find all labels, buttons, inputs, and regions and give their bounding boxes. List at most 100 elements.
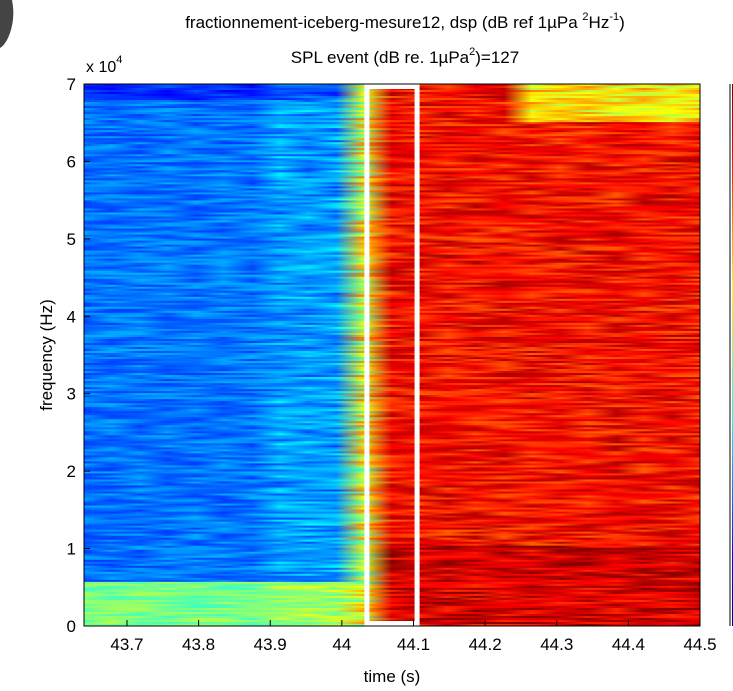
spectrogram-row [84,140,700,143]
spectrogram-row [84,547,700,551]
spectrogram-row [84,479,700,483]
spectrogram-row [84,294,700,298]
spectrogram-row [84,148,700,151]
spectrogram-row [84,381,700,384]
spectrogram-row [84,206,700,210]
spectrogram-row [84,202,700,206]
spectrogram-row [84,463,700,467]
spectrogram-row [84,441,700,444]
x-tick-label: 44.1 [397,635,430,654]
spectrogram-row [84,397,700,400]
spectrogram-row [84,108,700,111]
spectrogram-row [84,320,700,324]
spectrogram-row [84,346,700,350]
spectrogram-row [84,226,700,230]
spectrogram-row [84,407,700,410]
spectrogram-row [84,369,700,372]
spectrogram-row [84,443,700,446]
spectrogram-row [84,170,700,173]
x-axis: 43.7 43.8 43.9 44 44.1 44.2 44.3 44.4 44.5 [110,620,717,654]
spectrogram-row [84,489,700,493]
spectrogram-row [84,389,700,392]
spectrogram-row [84,254,700,258]
spectrogram-row [84,375,700,378]
spectrogram-row [84,359,700,362]
spectrogram-row [84,601,700,605]
spectrogram-row [84,120,700,123]
spectrogram-row [84,449,700,452]
spectrogram-row [84,116,700,119]
spectrogram-row [84,252,700,256]
spectrogram-row [84,355,700,358]
spectrogram-row [84,246,700,250]
spectrogram-row [84,423,700,426]
spectrogram-row [84,212,700,216]
spectrogram-row [84,274,700,278]
spectrogram-plot-area [84,84,700,626]
x-tick-label: 43.7 [110,635,143,654]
spectrogram-row [84,439,700,442]
spectrogram-row [84,527,700,531]
spectrogram-row [84,481,700,485]
spectrogram-row [84,401,700,404]
spectrogram-row [84,469,700,473]
spectrogram-row [84,174,700,177]
event-highlight-box [364,84,420,626]
spectrogram-row [84,248,700,252]
spectrogram-row [84,326,700,330]
spectrogram-row [84,461,700,464]
spectrogram-row [84,338,700,342]
y-tick-label: 4 [67,307,76,326]
spectrogram-row [84,296,700,300]
spectrogram-row [84,240,700,244]
spectrogram-row [84,425,700,428]
spectrogram-row [84,493,700,497]
spectrogram-row [84,517,700,521]
spectrogram-row [84,451,700,454]
spectrogram-row [84,383,700,386]
x-tick-label: 44.3 [540,635,573,654]
spectrogram-row [84,605,700,609]
spectrogram-row [84,557,700,561]
spectrogram-row [84,491,700,495]
spectrogram-row [84,437,700,440]
spectrogram-row [84,168,700,171]
y-tick-label: 0 [67,617,76,636]
spectrogram-row [84,184,700,187]
x-tick-label: 43.9 [254,635,287,654]
spectrogram-row [84,583,700,587]
spectrogram-row [84,236,700,240]
spectrogram-row [84,150,700,153]
spectrogram-row [84,603,700,607]
spectrogram-row [84,413,700,416]
spectrogram-row [84,286,700,290]
spectrogram-row [84,585,700,589]
spectrogram-row [84,224,700,228]
spectrogram-row [84,136,700,139]
spectrogram-row [84,130,700,133]
spectrogram-row [84,110,700,113]
spectrogram-row [84,447,700,450]
spectrogram-row [84,567,700,571]
spectrogram-row [84,435,700,438]
spectrogram-row [84,531,700,535]
spectrogram-row [84,176,700,179]
spectrogram-row [84,599,700,603]
spectrogram-row [84,144,700,147]
spectrogram-row [84,363,700,366]
spectrogram-row [84,300,700,304]
spectrogram-row [84,230,700,234]
spectrogram-row [84,593,700,597]
spectrogram-row [84,571,700,575]
spectrogram-row [84,262,700,266]
spectrogram-row [84,549,700,553]
spectrogram-row [84,222,700,226]
spectrogram-row [84,551,700,555]
spectrogram-row [84,411,700,414]
spectrogram-row [84,102,700,105]
spectrogram-row [84,537,700,541]
spectrogram-row [84,152,700,155]
spectrogram-row [84,122,700,125]
spectrogram-row [84,186,700,189]
spectrogram-row [84,270,700,274]
